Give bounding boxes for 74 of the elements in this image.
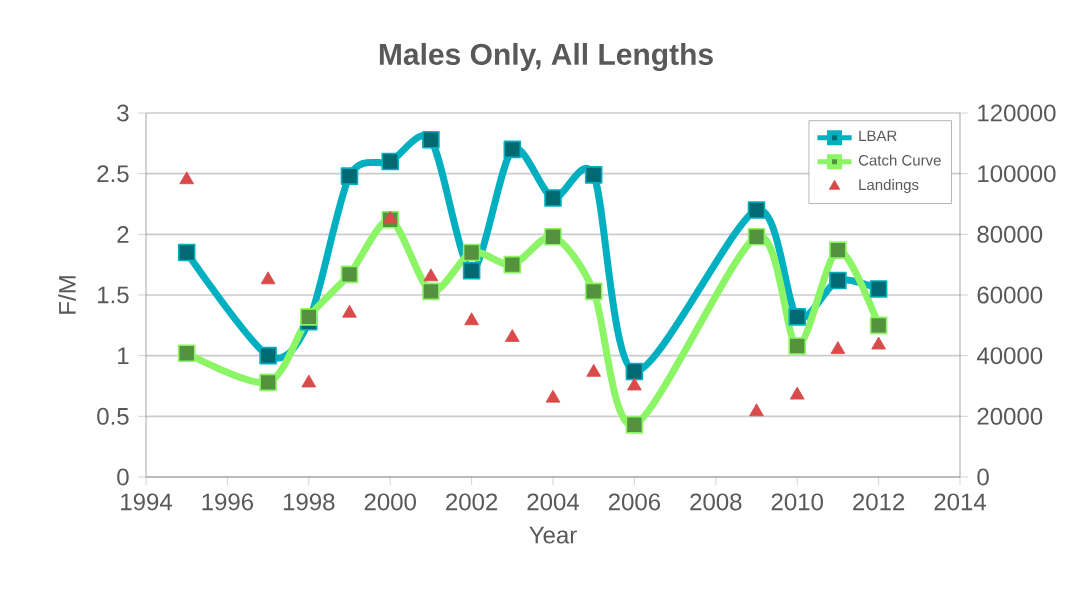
- x-tick-label: 2012: [853, 493, 905, 511]
- y2-tick-label: 120000: [978, 104, 1056, 122]
- point: [177, 344, 196, 363]
- point: [422, 282, 440, 301]
- point: [545, 389, 561, 403]
- point: [177, 243, 196, 262]
- y-tick-label: 1: [118, 347, 129, 364]
- point: [423, 268, 439, 282]
- point: [301, 374, 317, 388]
- x-tick-label: 2014: [934, 493, 986, 511]
- x-tick-label: 1998: [283, 493, 335, 511]
- x-tick-label: 2002: [446, 493, 498, 511]
- point: [381, 152, 399, 171]
- point: [259, 373, 277, 392]
- point: [829, 241, 847, 259]
- x-axis-title: Year: [529, 526, 577, 544]
- x-tick-label: 2000: [364, 493, 416, 511]
- point: [544, 189, 562, 207]
- point: [342, 304, 357, 318]
- x-tick-label: 2006: [608, 493, 661, 511]
- y2-tick-label: 20000: [977, 407, 1043, 425]
- x-tick-label: 2004: [527, 493, 579, 511]
- legend-label: Landings: [859, 179, 919, 194]
- y-tick-label: 2: [117, 225, 129, 243]
- point: [340, 265, 359, 284]
- point: [749, 403, 764, 417]
- point: [869, 316, 888, 335]
- point: [747, 227, 766, 246]
- y2-tick-label: 100000: [978, 165, 1056, 183]
- point: [625, 416, 644, 434]
- point: [462, 243, 481, 262]
- point: [340, 167, 359, 185]
- y-tick-label: 0: [117, 468, 129, 486]
- y-tick-label: 2.5: [97, 165, 129, 183]
- point: [503, 140, 522, 159]
- point: [504, 329, 520, 342]
- point: [871, 336, 886, 350]
- point: [788, 337, 807, 355]
- point: [830, 341, 846, 354]
- point: [503, 255, 522, 274]
- point: [869, 280, 888, 298]
- point: [586, 363, 602, 377]
- point: [627, 377, 642, 391]
- y2-tick-label: 0: [977, 468, 989, 486]
- y-tick-label: 0.5: [97, 407, 129, 425]
- x-tick-label: 2010: [771, 493, 823, 511]
- point: [544, 227, 562, 246]
- point: [788, 308, 807, 326]
- y2-tick-label: 60000: [977, 286, 1043, 304]
- y2-tick-label: 40000: [976, 347, 1043, 365]
- point: [179, 171, 195, 185]
- legend-label: Catch Curve: [858, 154, 941, 166]
- point: [625, 362, 644, 381]
- point: [422, 130, 440, 149]
- point: [464, 312, 479, 326]
- y-tick-label: 3: [117, 104, 129, 122]
- point: [462, 261, 481, 280]
- x-tick-label: 2008: [690, 493, 742, 511]
- point: [789, 386, 805, 400]
- point: [259, 346, 277, 365]
- legend-label: LBAR: [859, 130, 897, 141]
- y-tick-label: 1.5: [98, 286, 129, 304]
- point: [584, 166, 603, 184]
- point: [747, 201, 766, 219]
- point: [300, 308, 318, 326]
- x-tick-label: 1996: [202, 493, 254, 511]
- y-axis-title: F/M: [58, 276, 76, 314]
- chart-title: Males Only, All Lengths: [379, 42, 713, 72]
- point: [382, 210, 398, 224]
- x-tick-label: 1994: [121, 493, 172, 511]
- point: [260, 271, 276, 285]
- y2-tick-label: 80000: [977, 225, 1043, 243]
- point: [584, 282, 603, 301]
- point: [829, 271, 847, 290]
